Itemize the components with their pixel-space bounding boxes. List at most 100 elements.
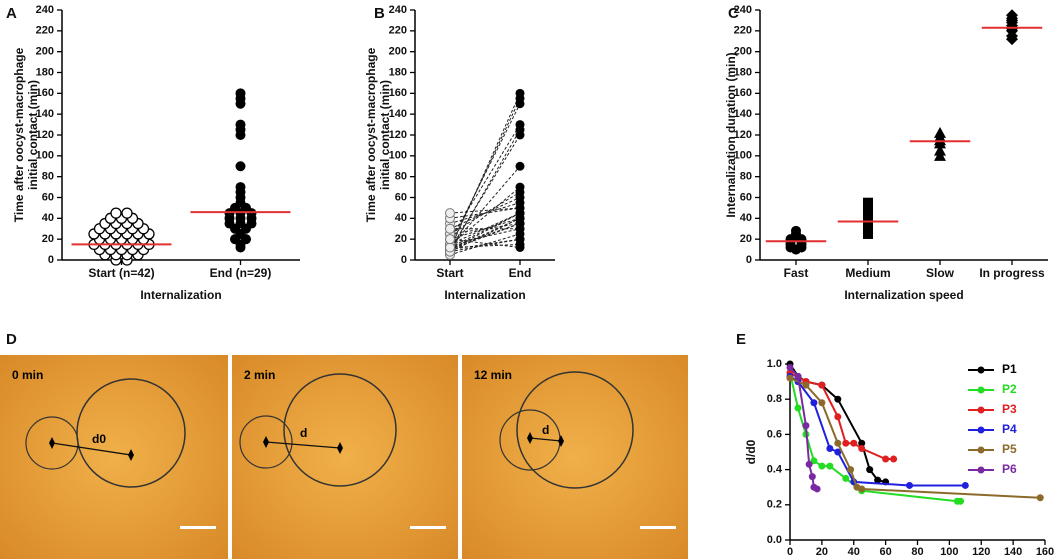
y-tick-label: 0.8: [767, 393, 782, 405]
y-tick-label: 140: [389, 108, 407, 120]
legend-swatch: [977, 426, 985, 434]
series-line: [789, 372, 961, 503]
marker: [934, 126, 946, 138]
y-tick-label: 0.6: [767, 428, 782, 440]
x-tick-label: Fast: [784, 266, 809, 280]
legend-label: P2: [1002, 382, 1017, 396]
y-tick-label: 60: [740, 191, 752, 203]
time-label: 12 min: [474, 368, 512, 382]
y-tick-label: 200: [389, 46, 407, 58]
y-tick-label: 240: [734, 4, 752, 16]
marker: [786, 364, 794, 372]
y-tick-label: 180: [36, 66, 54, 78]
marker: [842, 439, 850, 447]
marker: [445, 208, 455, 219]
x-tick-label: 160: [1036, 546, 1054, 558]
y-tick-label: 120: [734, 129, 752, 141]
legend-swatch: [977, 446, 985, 454]
y-tick-label: 80: [395, 171, 407, 183]
marker: [818, 462, 826, 470]
marker: [810, 457, 818, 465]
y-axis-label: d/d0: [744, 439, 758, 464]
x-tick-label: End (n=29): [210, 266, 272, 280]
y-tick-label: 60: [42, 191, 54, 203]
marker: [810, 399, 818, 407]
marker: [834, 439, 842, 447]
y-axis-label: Time after oocyst-macrophage: [12, 47, 26, 222]
marker: [445, 223, 455, 234]
y-tick-label: 0: [746, 254, 752, 266]
y-axis-label: initial contact (min): [378, 80, 392, 190]
y-tick-label: 120: [36, 129, 54, 141]
pair-line: [449, 243, 521, 248]
marker: [866, 466, 874, 474]
y-tick-label: 140: [36, 108, 54, 120]
y-tick-label: 160: [734, 87, 752, 99]
marker: [445, 242, 455, 253]
y-tick-label: 80: [42, 171, 54, 183]
micrograph: 0 min d0: [0, 355, 228, 559]
pair-line: [449, 212, 521, 251]
x-tick-label: 20: [816, 546, 828, 558]
time-label: 2 min: [244, 368, 275, 382]
y-tick-label: 0.0: [767, 534, 782, 546]
y-tick-label: 20: [42, 233, 54, 245]
y-tick-label: 200: [36, 46, 54, 58]
legend-label: P1: [1002, 362, 1017, 376]
y-tick-label: 100: [36, 150, 54, 162]
pair-line: [449, 228, 521, 245]
marker: [808, 473, 816, 481]
pair-line: [449, 165, 521, 248]
marker: [515, 99, 525, 109]
y-tick-label: 20: [395, 233, 407, 245]
x-tick-label: 40: [848, 546, 860, 558]
pair-line: [449, 207, 521, 214]
y-tick-label: 140: [734, 108, 752, 120]
marker: [850, 439, 858, 447]
y-tick-label: 220: [389, 25, 407, 37]
x-tick-label: 120: [972, 546, 990, 558]
marker: [863, 223, 873, 234]
marker: [786, 374, 794, 382]
pair-line: [449, 197, 521, 230]
y-tick-label: 60: [395, 191, 407, 203]
pair-line: [449, 134, 521, 250]
y-tick-label: 100: [389, 150, 407, 162]
marker: [863, 202, 873, 213]
panel-label: C: [728, 5, 739, 22]
pair-line: [449, 238, 521, 248]
y-tick-label: 0.4: [767, 464, 783, 476]
y-tick-label: 200: [734, 46, 752, 58]
y-tick-label: 180: [389, 66, 407, 78]
legend-label: P4: [1002, 422, 1017, 436]
y-axis-label: Time after oocyst-macrophage: [364, 47, 378, 222]
legend-label: P5: [1002, 442, 1017, 456]
marker: [818, 381, 826, 389]
marker: [863, 228, 873, 239]
marker: [834, 448, 842, 456]
marker: [805, 460, 813, 468]
panel-label: B: [374, 5, 385, 22]
marker: [847, 466, 855, 474]
y-tick-label: 40: [42, 212, 54, 224]
marker: [515, 161, 525, 171]
x-tick-label: End: [509, 266, 532, 280]
marker: [235, 161, 246, 172]
marker: [874, 476, 882, 484]
distance-label: d: [300, 426, 307, 440]
marker: [515, 243, 525, 252]
distance-label: d: [542, 423, 549, 437]
y-tick-label: 1.0: [767, 358, 782, 370]
pair-line: [449, 217, 521, 251]
x-tick-label: 60: [880, 546, 892, 558]
x-tick-label: 0: [787, 546, 793, 558]
y-tick-label: 0.2: [767, 499, 782, 511]
y-tick-label: 220: [734, 25, 752, 37]
y-tick-label: 240: [36, 4, 54, 16]
x-axis-label: Internalization speed: [844, 288, 963, 302]
x-tick-label: Start: [436, 266, 463, 280]
marker: [1006, 9, 1018, 22]
marker: [863, 213, 873, 224]
marker: [235, 182, 246, 193]
legend-swatch: [977, 366, 985, 374]
